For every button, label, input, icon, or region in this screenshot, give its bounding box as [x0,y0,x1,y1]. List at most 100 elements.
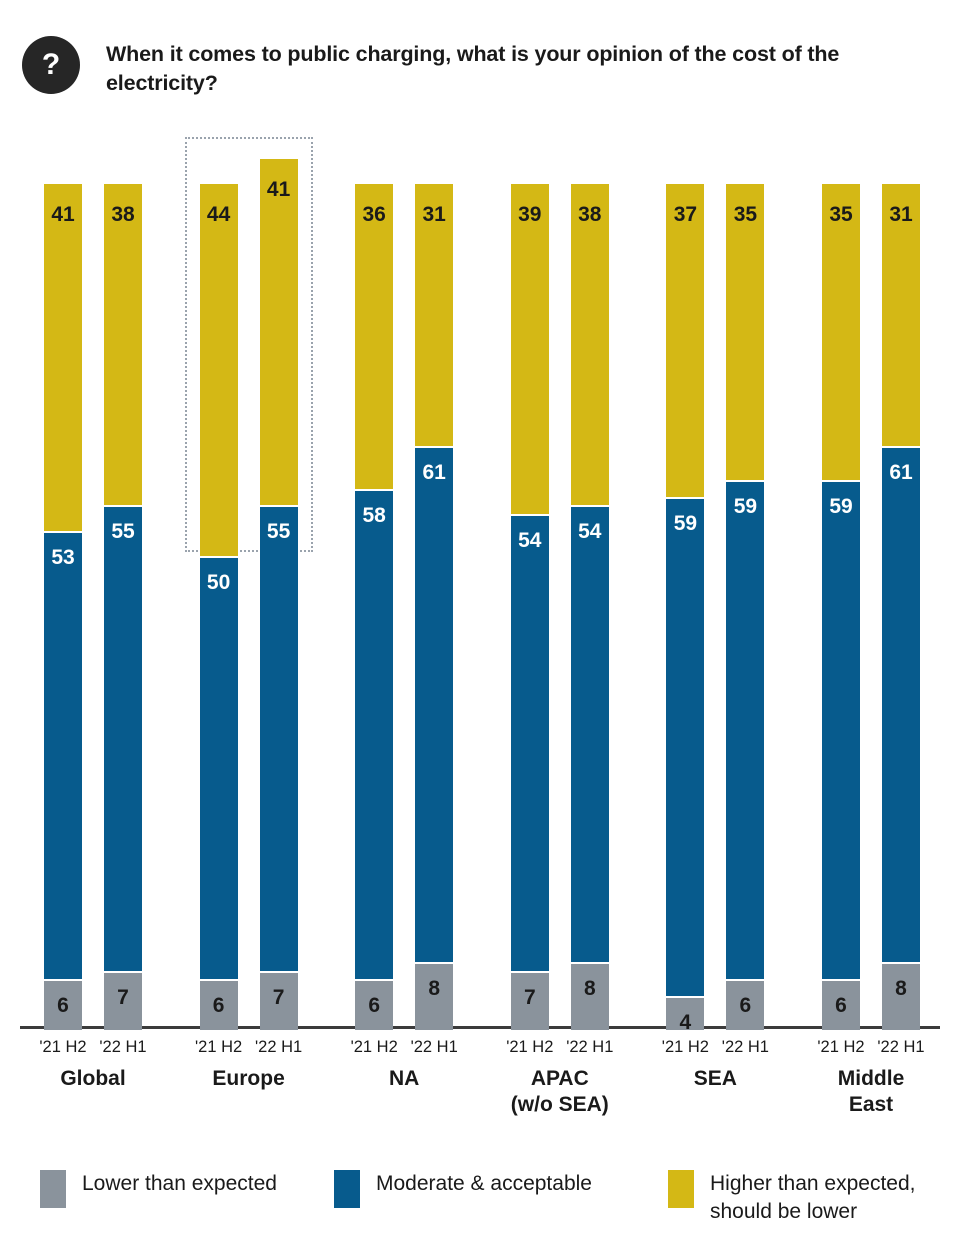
bar-segment-lower: 6 [199,979,238,1030]
bar-value-label: 36 [362,203,386,226]
x-axis-period-label: '22 H1 [566,1038,614,1056]
x-axis-group-label: SEA [625,1066,805,1092]
bar-value-label: 55 [111,520,135,544]
bar-segment-higher: 35 [726,184,765,481]
bar-segment-lower: 4 [666,996,705,1033]
bar-value-label: 8 [583,977,596,1001]
x-axis-period-label: '21 H2 [506,1038,554,1056]
x-axis-period-label: '21 H2 [39,1038,87,1056]
bar-value-label: 7 [272,985,285,1009]
bar-value-label: 59 [673,512,698,536]
bar-segment-lower: 6 [822,979,860,1030]
x-axis-period-label: '21 H2 [661,1038,709,1056]
x-axis-group-label: APAC (w/o SEA) [470,1066,650,1119]
bar-value-label: 61 [889,461,913,485]
bar-segment-moderate: 59 [666,497,705,997]
x-axis-group-label-line: NA [389,1067,420,1090]
x-axis-period-label: '21 H2 [195,1038,243,1056]
bar-segment-higher: 41 [44,184,82,531]
bar-value-label: 41 [51,203,75,226]
stacked-bar: 37 59 4 [666,184,705,1033]
bar-value-label: 7 [523,985,536,1009]
bar-value-label: 6 [739,994,752,1018]
x-axis-group-label: Global [3,1066,183,1092]
stacked-bar: 41 53 6 [44,184,82,1030]
bar-value-label: 50 [206,571,231,595]
bar-segment-higher: 38 [570,184,609,506]
bar-value-label: 61 [422,461,446,485]
bar-segment-moderate: 53 [44,530,82,980]
x-axis-group-label: Europe [159,1066,339,1092]
chart-header: ? When it comes to public charging, what… [0,0,960,120]
bar-segment-moderate: 54 [510,513,549,971]
x-axis-group-label-line: Middle [837,1067,905,1090]
bar-segment-moderate: 61 [882,446,920,963]
stacked-bar: 38 55 7 [104,184,142,1030]
bar-segment-moderate: 50 [199,556,238,980]
bar-segment-lower: 6 [44,979,82,1030]
bar-segment-higher: 44 [199,184,238,557]
bar-value-label: 38 [578,203,602,226]
bar-segment-moderate: 55 [259,505,298,971]
bar-value-label: 54 [518,528,542,552]
bar-value-label: 7 [117,985,129,1009]
x-axis-period-label: '21 H2 [817,1038,865,1056]
legend-item[interactable]: Moderate & acceptable [334,1170,592,1208]
stacked-bar: 39 54 7 [510,184,549,1030]
stacked-bar: 38 54 8 [570,184,609,1030]
x-axis-labels: '21 H2 '22 H1 '21 H2 '22 H1 '21 H2 '22 H1 '21 … [0,1030,960,1150]
bar-value-label: 44 [206,203,231,226]
bar-value-label: 39 [518,203,542,226]
bar-segment-lower: 6 [355,979,394,1030]
bar-segment-higher: 39 [510,184,549,514]
x-axis-period-label: '21 H2 [350,1038,398,1056]
bar-value-label: 6 [57,994,69,1018]
x-axis-period-label: '22 H1 [410,1038,458,1056]
bar-value-label: 55 [266,520,291,544]
bar-segment-higher: 37 [666,184,705,498]
bar-segment-moderate: 59 [822,480,860,980]
legend-item[interactable]: Lower than expected [40,1170,277,1208]
legend-label: Moderate & acceptable [376,1172,592,1195]
x-axis-group-label-line: SEA [693,1067,737,1090]
legend-swatch-grey [40,1170,66,1208]
bar-segment-lower: 8 [570,962,609,1030]
x-axis-line [20,1026,940,1029]
bar-value-label: 31 [889,203,913,226]
x-axis-period-label: '22 H1 [99,1038,147,1056]
legend-swatch-blue [334,1170,360,1208]
x-axis-group-label: Middle East [781,1066,960,1119]
bar-value-label: 54 [578,520,602,544]
stacked-bar: 44 50 6 [199,184,238,1030]
bar-value-label: 35 [733,203,758,226]
stacked-bar: 41 55 7 [259,158,298,1030]
x-axis-period-label: '22 H1 [877,1038,925,1056]
bar-segment-lower: 8 [882,962,920,1030]
bar-segment-moderate: 59 [726,480,765,980]
x-axis-group-label-line: (w/o SEA) [510,1093,609,1117]
bar-segment-higher: 38 [104,184,142,506]
stacked-bar: 35 59 6 [822,184,860,1030]
legend-swatch-yellow [668,1170,694,1208]
bar-segment-lower: 7 [104,970,142,1030]
bar-value-label: 41 [266,177,291,201]
stacked-bar: 31 61 8 [882,184,920,1030]
bar-segment-higher: 36 [355,184,394,489]
question-mark-icon: ? [22,36,80,94]
bar-value-label: 6 [212,994,225,1018]
x-axis-period-label: '22 H1 [721,1038,769,1056]
x-axis-group-label-line: Global [60,1067,126,1090]
bar-value-label: 6 [368,994,381,1018]
x-axis-group-label-line: Europe [212,1067,285,1090]
bar-segment-moderate: 58 [355,488,394,980]
legend-item[interactable]: Higher than expected, should be lower [668,1170,960,1225]
legend-label: Higher than expected, should be lower [710,1172,916,1223]
bar-segment-higher: 35 [822,184,860,481]
bar-value-label: 59 [829,495,853,519]
bar-value-label: 58 [362,503,386,527]
bar-segment-moderate: 54 [570,505,609,963]
legend-label: Lower than expected [82,1172,277,1195]
bar-segment-moderate: 55 [104,505,142,971]
x-axis-period-label: '22 H1 [255,1038,303,1056]
